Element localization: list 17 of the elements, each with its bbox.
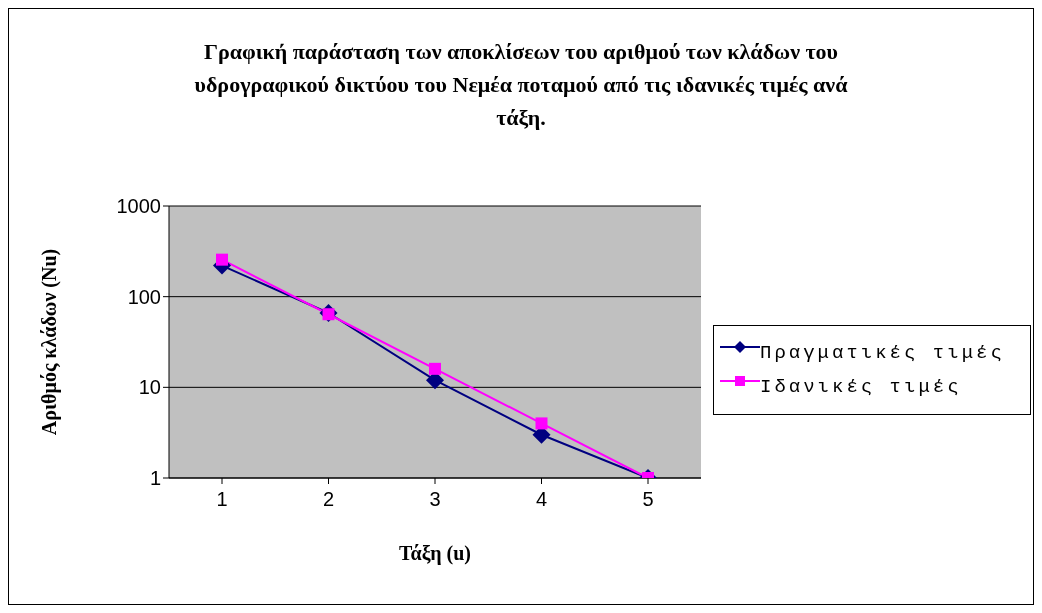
point [216,253,228,266]
y-axis-title: Αριθμός κλάδων (Nu) [38,248,62,436]
point [429,362,441,375]
y-tick-label: 1000 [116,195,161,218]
legend-label: Πραγματικές τιμές [760,341,1005,366]
x-tick-label: 1 [216,488,228,511]
y-tick-label: 1 [149,467,161,490]
y-tick-label: 10 [138,376,161,399]
chart-title: Γραφική παράσταση των αποκλίσεων του αριθμού των κλάδων του υδρογραφικού δικτύου του Νεμέα ποταμού από τις ιδανικές τιμές ανά τάξη. [193,38,849,132]
legend-label: Ιδανικές τιμές [760,375,962,400]
x-axis-title: Τάξη (u) [399,542,471,565]
x-tick-label: 2 [322,488,335,511]
x-tick-label: 3 [429,488,441,511]
point [535,417,548,430]
x-tick-label: 5 [642,488,654,511]
x-tick-label: 4 [535,488,548,511]
y-tick-label: 100 [127,285,161,308]
